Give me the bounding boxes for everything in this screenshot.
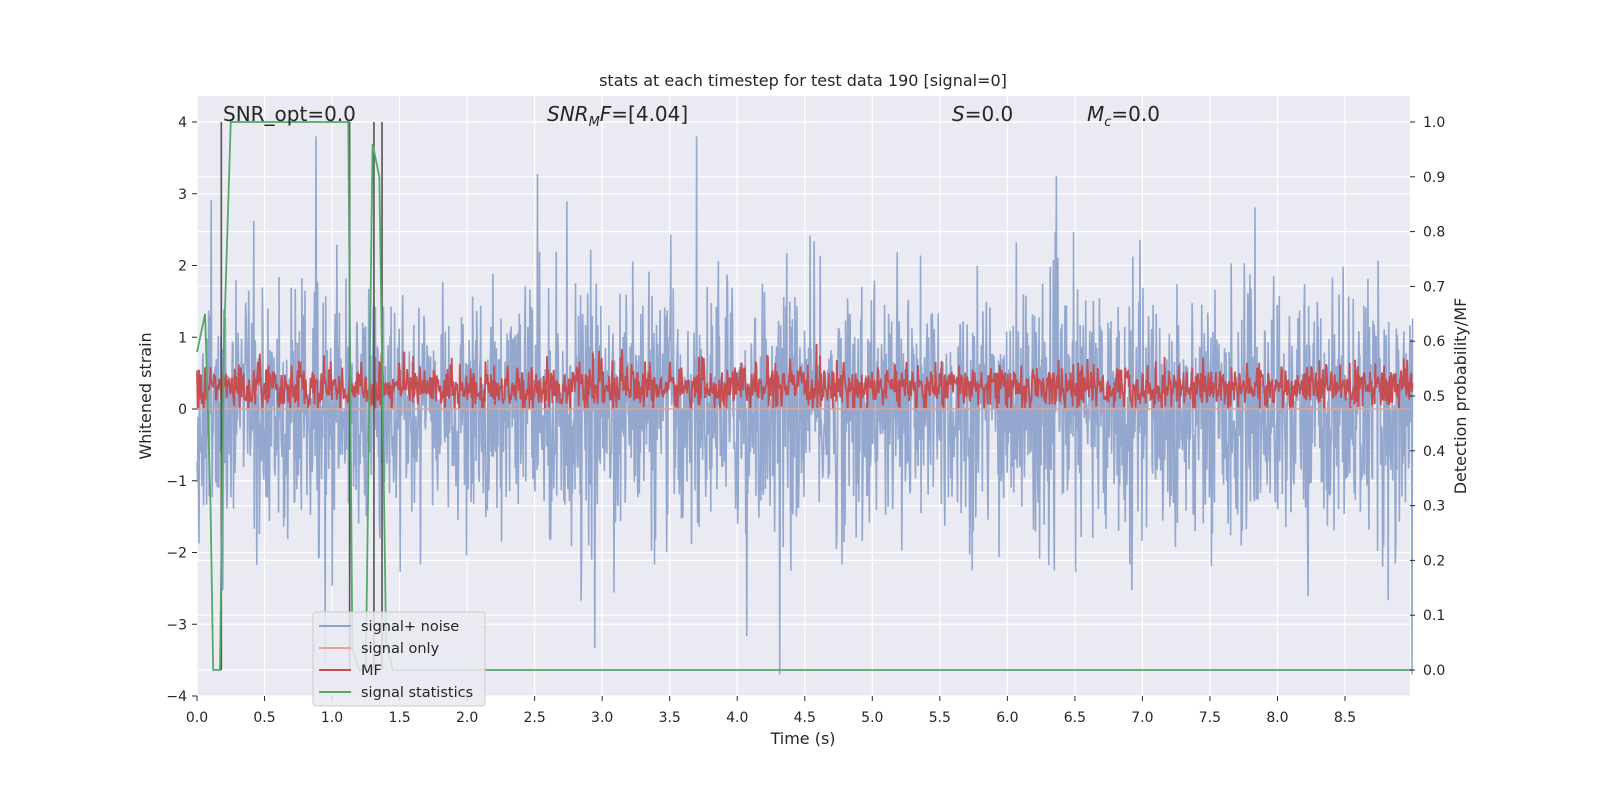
legend-label: signal only bbox=[361, 641, 440, 657]
x-tick-label: 5.0 bbox=[861, 710, 883, 726]
y-tick-label: 1 bbox=[178, 330, 187, 346]
y-axis-ticks: 4 3 2 1 0 −1 −2 −3 −4 bbox=[166, 115, 197, 705]
y-right-tick-label: 0.9 bbox=[1423, 170, 1445, 186]
y-right-axis-ticks: 1.0 0.9 0.8 0.7 0.6 0.5 0.4 0.3 0.2 0.1 0.0 bbox=[1410, 115, 1445, 679]
x-axis-ticks: 0.0 0.5 1.0 1.5 2.0 2.5 3.0 3.5 4.0 4.5 5.0 5.5 6.0 6… bbox=[186, 696, 1356, 726]
y-right-tick-label: 0.6 bbox=[1423, 334, 1445, 350]
series-signal-statistics bbox=[196, 121, 1413, 671]
x-tick-label: 8.0 bbox=[1266, 710, 1288, 726]
x-tick-label: 6.5 bbox=[1064, 710, 1086, 726]
y-right-tick-label: 0.2 bbox=[1423, 553, 1445, 569]
x-tick-label: 2.5 bbox=[524, 710, 546, 726]
x-tick-label: 1.5 bbox=[388, 710, 410, 726]
x-tick-label: 1.0 bbox=[321, 710, 343, 726]
annotation-snr-mf: SNRMF=[4.04] bbox=[547, 102, 688, 130]
x-tick-label: 0.5 bbox=[253, 710, 275, 726]
y-right-axis-label: Detection probability/MF bbox=[1451, 298, 1470, 495]
legend-box bbox=[312, 611, 486, 707]
x-tick-label: 4.5 bbox=[794, 710, 816, 726]
annotations: SNR_opt=0.0 SNRMF=[4.04] S=0.0 Mc=0.0 bbox=[223, 102, 1160, 130]
line-signal-noise bbox=[196, 136, 1414, 675]
y-tick-label: 0 bbox=[178, 402, 187, 418]
annotation-snr-opt: SNR_opt=0.0 bbox=[223, 102, 356, 126]
y-tick-label: 2 bbox=[178, 259, 187, 275]
x-tick-label: 0.0 bbox=[186, 710, 208, 726]
series-signal-noise bbox=[196, 136, 1414, 675]
y-axis-label: Whitened strain bbox=[136, 332, 155, 459]
y-right-tick-label: 1.0 bbox=[1423, 115, 1445, 131]
y-tick-label: −2 bbox=[166, 546, 187, 562]
annotation-mc: Mc=0.0 bbox=[1087, 102, 1160, 130]
x-tick-label: 6.0 bbox=[996, 710, 1018, 726]
legend-label: signal statistics bbox=[361, 685, 473, 701]
legend: signal+ noise signal only MF signal statist… bbox=[312, 611, 486, 707]
y-right-tick-label: 0.3 bbox=[1423, 499, 1445, 515]
y-tick-label: −4 bbox=[166, 689, 187, 705]
x-tick-label: 4.0 bbox=[726, 710, 748, 726]
y-right-tick-label: 0.0 bbox=[1423, 663, 1445, 679]
y-tick-label: 4 bbox=[178, 115, 187, 131]
y-right-tick-label: 0.5 bbox=[1423, 389, 1445, 405]
x-tick-label: 2.0 bbox=[456, 710, 478, 726]
chart-title: stats at each timestep for test data 190… bbox=[599, 71, 1007, 90]
y-right-tick-label: 0.8 bbox=[1423, 225, 1445, 241]
y-right-tick-label: 0.1 bbox=[1423, 608, 1445, 624]
annotation-s: S=0.0 bbox=[952, 102, 1013, 126]
x-tick-label: 3.0 bbox=[591, 710, 613, 726]
y-right-tick-label: 0.4 bbox=[1423, 444, 1445, 460]
x-axis-label: Time (s) bbox=[769, 729, 835, 748]
y-tick-label: −1 bbox=[166, 474, 187, 490]
x-tick-label: 5.5 bbox=[929, 710, 951, 726]
y-right-tick-label: 0.7 bbox=[1423, 279, 1445, 295]
legend-label: signal+ noise bbox=[361, 619, 459, 635]
y-tick-label: −3 bbox=[166, 617, 187, 633]
x-tick-label: 8.5 bbox=[1334, 710, 1356, 726]
x-tick-label: 7.0 bbox=[1131, 710, 1153, 726]
y-tick-label: 3 bbox=[178, 187, 187, 203]
series-mf bbox=[196, 343, 1414, 411]
x-tick-label: 3.5 bbox=[659, 710, 681, 726]
line-mf bbox=[196, 343, 1414, 411]
x-tick-label: 7.5 bbox=[1199, 710, 1221, 726]
legend-label: MF bbox=[361, 663, 382, 679]
line-signal-statistics bbox=[196, 121, 1413, 671]
